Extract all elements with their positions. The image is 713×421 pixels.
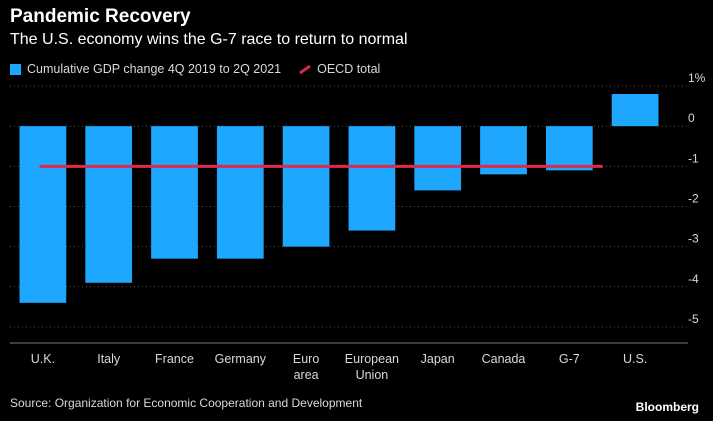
bar-italy xyxy=(85,126,133,283)
category-label: area xyxy=(294,368,319,382)
category-label: Germany xyxy=(215,352,267,366)
category-label: Italy xyxy=(97,352,121,366)
category-label: European xyxy=(345,352,399,366)
source-note: Source: Organization for Economic Cooper… xyxy=(10,396,363,410)
bar-euro-area xyxy=(282,126,330,247)
y-tick-label: -3 xyxy=(688,232,699,246)
category-label: France xyxy=(155,352,194,366)
legend: Cumulative GDP change 4Q 2019 to 2Q 2021… xyxy=(10,62,380,76)
category-label: Union xyxy=(356,368,389,382)
category-label: Canada xyxy=(482,352,526,366)
bar-european-union xyxy=(348,126,396,231)
bar-japan xyxy=(414,126,462,191)
bar-germany xyxy=(216,126,264,259)
y-tick-label: -2 xyxy=(688,191,699,205)
y-tick-label: -1 xyxy=(688,151,699,165)
legend-bar-label: Cumulative GDP change 4Q 2019 to 2Q 2021 xyxy=(27,62,282,76)
chart-title: Pandemic Recovery xyxy=(10,6,191,27)
bar-u-k- xyxy=(19,126,67,303)
bars xyxy=(19,94,659,303)
bar-u-s- xyxy=(611,94,659,127)
brand-logo: Bloomberg xyxy=(635,400,699,414)
legend-bar-swatch xyxy=(10,63,21,75)
chart-subtitle: The U.S. economy wins the G-7 race to re… xyxy=(10,31,408,48)
category-label: G-7 xyxy=(559,352,580,366)
y-tick-labels: 1% 0 -1 -2 -3 -4 -5 xyxy=(688,71,706,326)
y-tick-label: -5 xyxy=(688,312,699,326)
category-label: Euro xyxy=(293,352,319,366)
legend-line-label: OECD total xyxy=(317,62,381,76)
y-tick-label: 1% xyxy=(688,71,706,85)
category-label: Japan xyxy=(421,352,455,366)
bar-france xyxy=(151,126,198,259)
category-label: U.S. xyxy=(623,352,647,366)
x-category-labels: U.K. Italy France Germany Euro area European Un… xyxy=(31,352,648,382)
y-tick-label: 0 xyxy=(688,111,695,125)
bar-g-7 xyxy=(545,126,593,171)
y-tick-label: -4 xyxy=(688,272,699,286)
category-label: U.K. xyxy=(31,352,55,366)
